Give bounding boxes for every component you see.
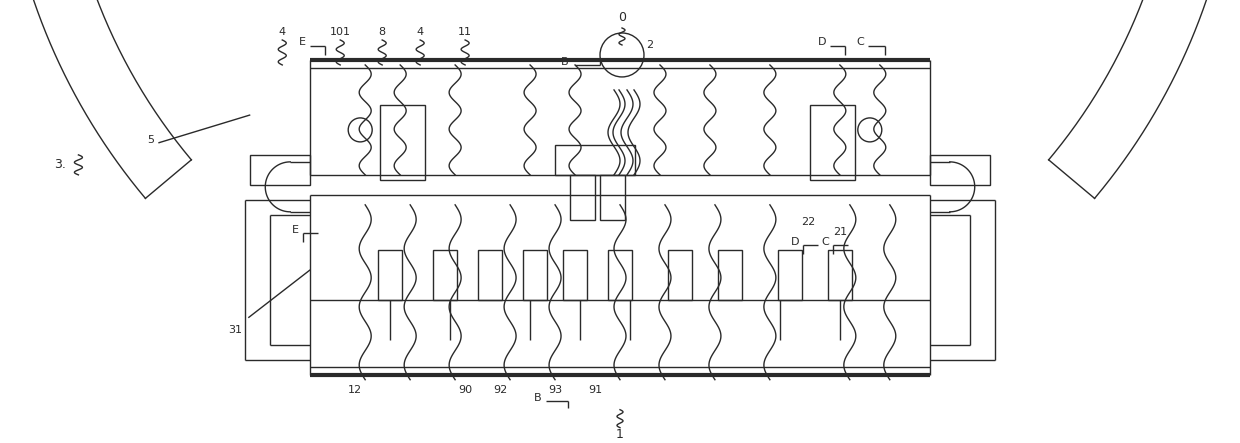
Bar	[810, 105, 854, 180]
Text: 4: 4	[417, 27, 424, 37]
Text: 12: 12	[348, 385, 362, 395]
Bar	[718, 250, 742, 300]
Text: C: C	[821, 237, 828, 247]
Circle shape	[348, 118, 372, 142]
Text: C: C	[856, 37, 864, 47]
Bar	[523, 250, 547, 300]
Bar	[556, 145, 635, 175]
Text: 22: 22	[801, 217, 815, 227]
Text: 8: 8	[378, 27, 386, 37]
Text: E: E	[299, 37, 306, 47]
Bar	[433, 250, 458, 300]
Bar	[250, 155, 310, 185]
Text: B: B	[562, 57, 569, 67]
Text: E: E	[291, 225, 299, 235]
Text: 2: 2	[646, 40, 653, 50]
Text: 5: 5	[146, 135, 154, 145]
Bar	[608, 250, 632, 300]
Circle shape	[858, 118, 882, 142]
Text: 31: 31	[228, 325, 242, 335]
Text: D: D	[791, 237, 799, 247]
Bar	[600, 175, 625, 220]
Text: 0: 0	[618, 12, 626, 24]
Text: 92: 92	[494, 385, 507, 395]
Text: 1: 1	[616, 428, 624, 441]
Text: D: D	[817, 37, 826, 47]
Bar	[828, 250, 852, 300]
Text: 21: 21	[833, 227, 847, 237]
Bar	[479, 250, 502, 300]
Text: 3.: 3.	[55, 159, 67, 171]
Bar	[570, 175, 595, 220]
Bar	[777, 250, 802, 300]
Circle shape	[600, 33, 644, 77]
Bar	[668, 250, 692, 300]
Bar	[381, 105, 425, 180]
Text: 90: 90	[458, 385, 472, 395]
Text: 11: 11	[458, 27, 472, 37]
Text: B: B	[534, 392, 542, 403]
Text: 101: 101	[330, 27, 351, 37]
Text: 4: 4	[279, 27, 286, 37]
Bar	[378, 250, 402, 300]
Bar	[930, 155, 990, 185]
Text: 91: 91	[588, 385, 603, 395]
Bar	[563, 250, 587, 300]
Text: 93: 93	[548, 385, 562, 395]
